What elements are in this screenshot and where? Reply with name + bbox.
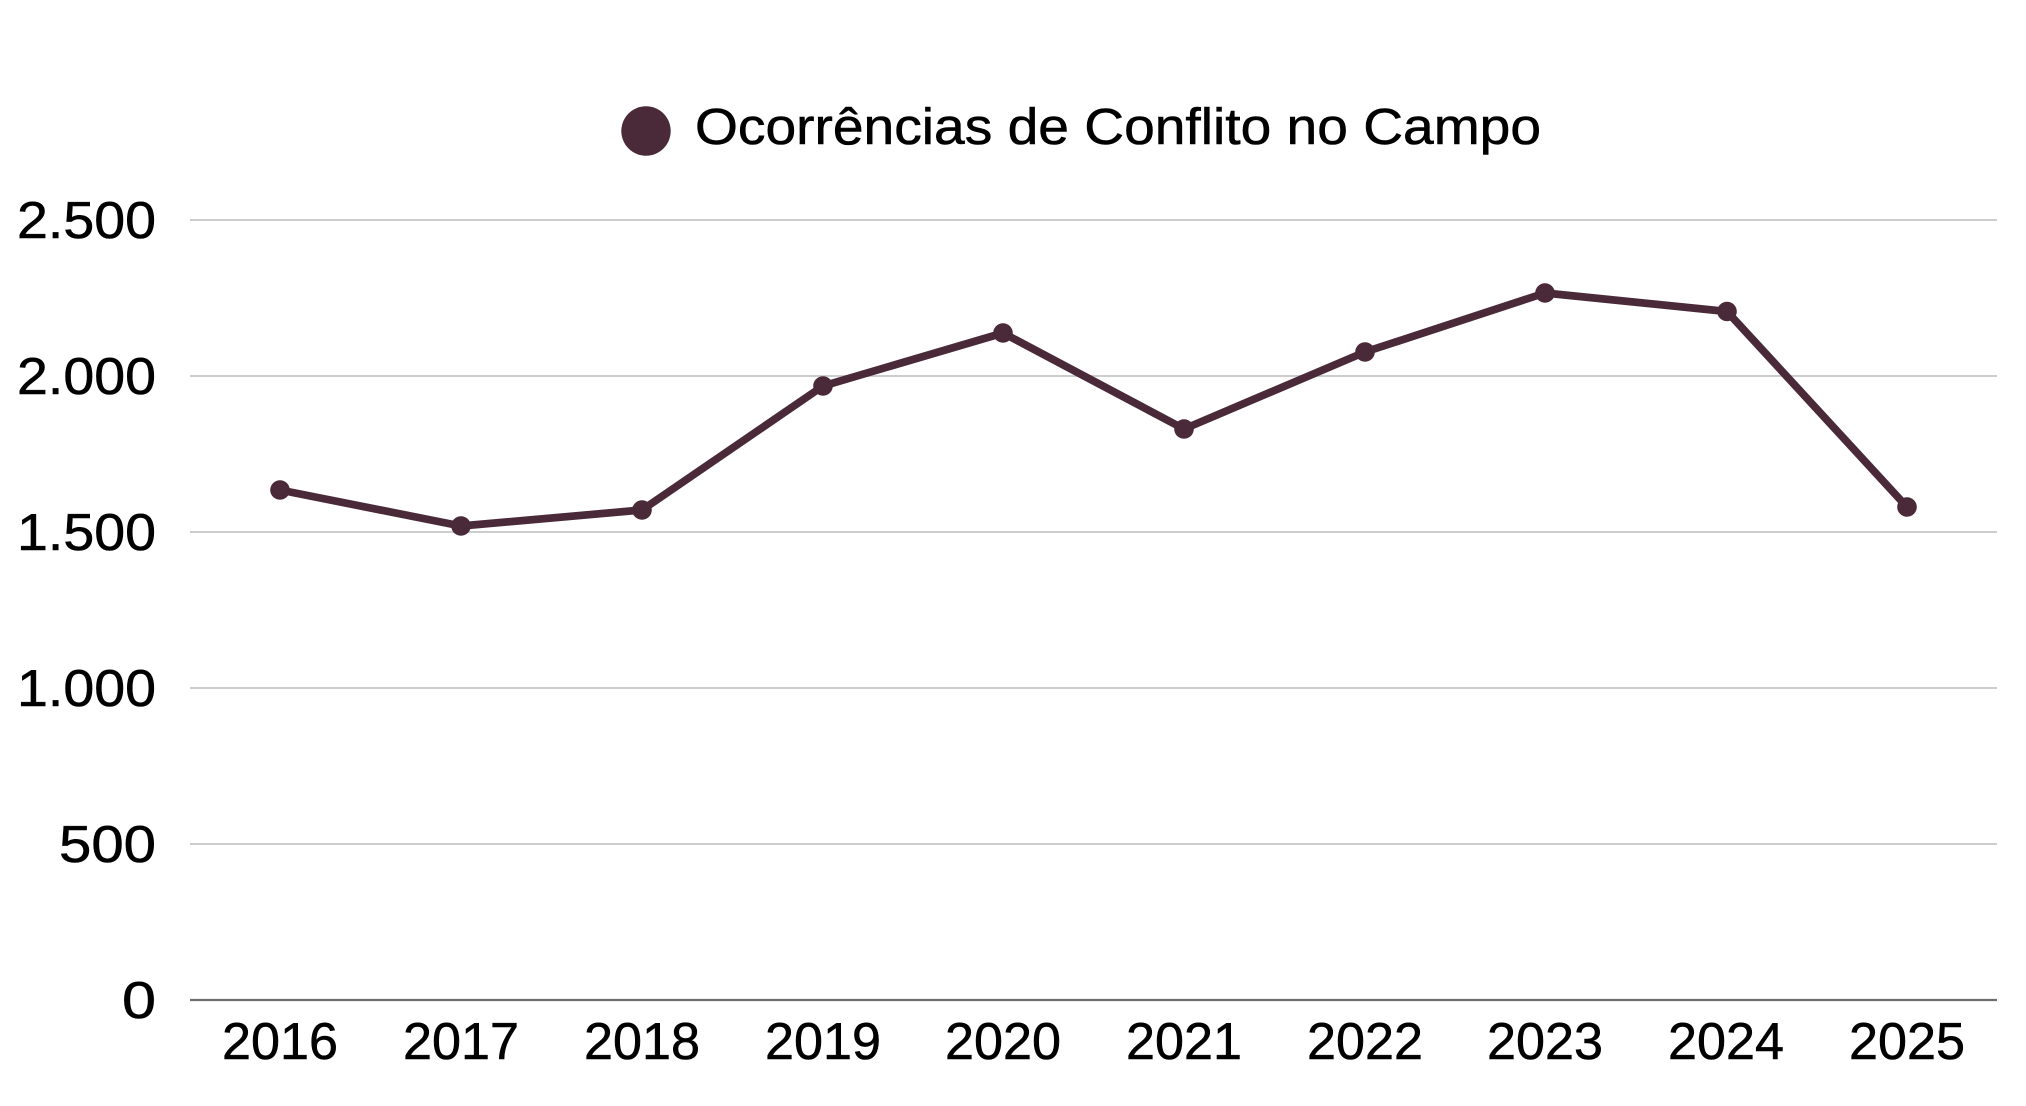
- svg-text:2023: 2023: [1487, 1013, 1603, 1071]
- svg-text:1.500: 1.500: [17, 504, 156, 562]
- svg-text:2022: 2022: [1307, 1013, 1423, 1071]
- svg-text:2021: 2021: [1126, 1013, 1242, 1071]
- svg-text:2.000: 2.000: [17, 348, 156, 406]
- svg-text:2025: 2025: [1849, 1013, 1965, 1071]
- svg-text:2024: 2024: [1668, 1013, 1784, 1071]
- svg-text:2.500: 2.500: [17, 192, 156, 250]
- svg-text:2017: 2017: [403, 1013, 519, 1071]
- svg-text:500: 500: [59, 816, 156, 874]
- svg-text:2019: 2019: [765, 1013, 881, 1071]
- svg-text:2018: 2018: [584, 1013, 700, 1071]
- svg-text:0: 0: [122, 972, 156, 1030]
- svg-text:2020: 2020: [945, 1013, 1061, 1071]
- svg-text:2016: 2016: [222, 1013, 338, 1071]
- svg-text:1.000: 1.000: [17, 660, 156, 718]
- svg-text:Ocorrências de Conflito no Cam: Ocorrências de Conflito no Campo: [695, 98, 1541, 155]
